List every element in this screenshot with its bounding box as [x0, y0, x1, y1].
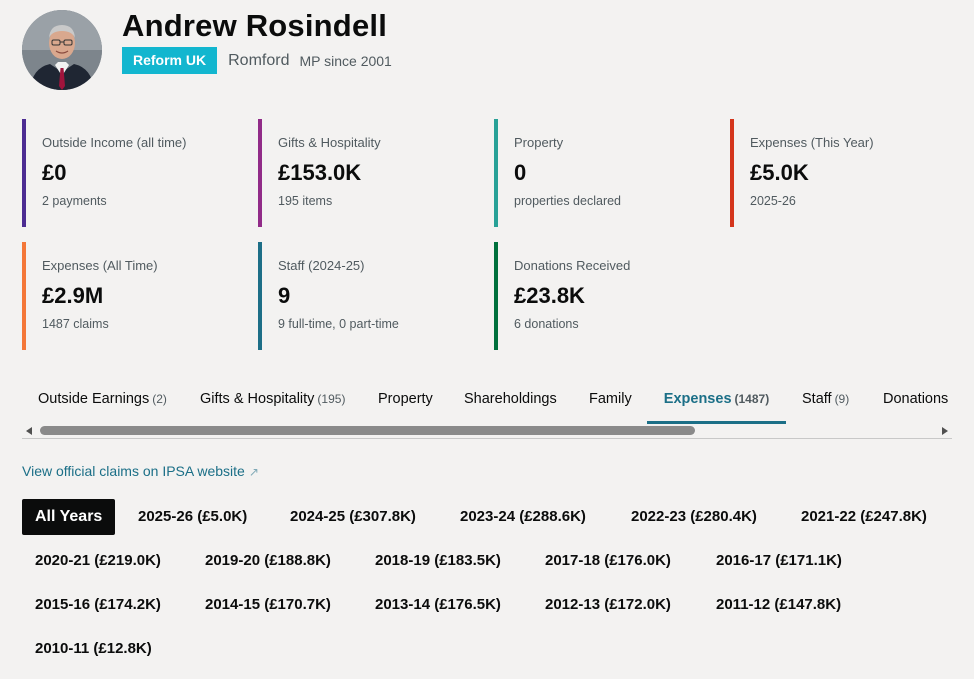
mp-since: MP since 2001 — [299, 52, 392, 69]
tab-label: Gifts & Hospitality — [200, 391, 315, 407]
stat-subtext: 2 payments — [42, 194, 107, 208]
stat-card: Expenses (All Time) £2.9M 1487 claims — [22, 242, 222, 350]
tab-count: (9) — [834, 392, 850, 406]
stat-value: £23.8K — [514, 283, 585, 308]
year-filter-button[interactable]: 2017-18 (£176.0K) — [545, 552, 671, 569]
year-filter-button[interactable]: 2016-17 (£171.1K) — [716, 552, 842, 569]
stat-label: Gifts & Hospitality — [278, 135, 381, 150]
tab-count: (2) — [152, 392, 167, 406]
stat-subtext: 9 full-time, 0 part-time — [278, 317, 399, 331]
mp-name: Andrew Rosindell — [122, 8, 388, 43]
stat-subtext: 2025-26 — [750, 194, 796, 208]
ipsa-claims-link[interactable]: View official claims on IPSA website ↗ — [22, 463, 259, 479]
stat-label: Expenses (All Time) — [42, 258, 158, 273]
section-tabs: Outside Earnings (2) Gifts & Hospitality (1… — [22, 378, 952, 440]
stat-value: £0 — [42, 160, 67, 185]
year-filter-button[interactable]: 2021-22 (£247.8K) — [801, 508, 927, 525]
tab-list: Outside Earnings (2) Gifts & Hospitality (1… — [22, 378, 952, 424]
scroll-left-icon[interactable] — [26, 427, 32, 435]
year-filter-button[interactable]: 2023-24 (£288.6K) — [460, 508, 586, 525]
stat-value: £153.0K — [278, 160, 362, 185]
scroll-right-icon[interactable] — [942, 427, 948, 435]
stat-card: Donations Received £23.8K 6 donations — [494, 242, 694, 350]
stat-card: Gifts & Hospitality £153.0K 195 items — [258, 119, 458, 227]
stat-value: 0 — [514, 160, 527, 185]
year-filter-button[interactable]: 2024-25 (£307.8K) — [290, 508, 416, 525]
stat-label: Expenses (This Year) — [750, 135, 874, 150]
year-filter-button[interactable]: 2015-16 (£174.2K) — [35, 596, 161, 613]
tab-label: Outside Earnings — [38, 391, 150, 407]
mp-header: Andrew Rosindell Reform UK Romford MP si… — [22, 10, 952, 90]
year-filter-button[interactable]: 2013-14 (£176.5K) — [375, 596, 501, 613]
year-filter-button[interactable]: 2018-19 (£183.5K) — [375, 552, 501, 569]
year-filter-button[interactable]: 2025-26 (£5.0K) — [138, 508, 248, 525]
tab-label: Staff — [802, 391, 832, 407]
scroll-thumb[interactable] — [40, 426, 695, 435]
year-filter-button[interactable]: 2014-15 (£170.7K) — [205, 596, 331, 613]
constituency: Romford — [228, 51, 290, 69]
tab-expenses[interactable]: Expenses (1487) — [647, 378, 786, 424]
portrait-image — [22, 10, 102, 90]
stat-label: Staff (2024-25) — [278, 258, 365, 273]
stat-subtext: 6 donations — [514, 317, 579, 331]
ipsa-link-label: View official claims on IPSA website — [22, 463, 245, 479]
tab-family[interactable]: Family — [573, 378, 648, 424]
tab-label: Shareholdings — [464, 391, 557, 407]
year-filter-button[interactable]: 2022-23 (£280.4K) — [631, 508, 757, 525]
year-filter-button[interactable]: 2020-21 (£219.0K) — [35, 552, 161, 569]
year-filter-button[interactable]: 2010-11 (£12.8K) — [35, 640, 152, 657]
stat-value: £2.9M — [42, 283, 104, 308]
stat-subtext: 195 items — [278, 194, 333, 208]
year-filter-button[interactable]: 2019-20 (£188.8K) — [205, 552, 331, 569]
tab-outside-earnings[interactable]: Outside Earnings (2) — [22, 378, 183, 424]
stat-card: Property 0 properties declared — [494, 119, 694, 227]
party-badge: Reform UK — [122, 47, 218, 74]
stat-label: Outside Income (all time) — [42, 135, 187, 150]
tab-label: Property — [378, 391, 433, 407]
stat-card: Outside Income (all time) £0 2 payments — [22, 119, 222, 227]
avatar — [22, 10, 102, 90]
tab-gifts-hospitality[interactable]: Gifts & Hospitality (195) — [184, 378, 361, 424]
tab-staff[interactable]: Staff (9) — [786, 378, 865, 424]
stat-value: 9 — [278, 283, 291, 308]
stat-subtext: 1487 claims — [42, 317, 109, 331]
tab-count: (195) — [317, 392, 346, 406]
stat-card: Staff (2024-25) 9 9 full-time, 0 part-time — [258, 242, 458, 350]
tab-shareholdings[interactable]: Shareholdings — [448, 378, 573, 424]
stat-label: Property — [514, 135, 564, 150]
year-filter-all[interactable]: All Years — [22, 499, 116, 535]
stat-card: Expenses (This Year) £5.0K 2025-26 — [730, 119, 930, 227]
tab-donations[interactable]: Donations — [867, 378, 952, 424]
year-filter-button[interactable]: 2011-12 (£147.8K) — [716, 596, 842, 613]
tab-label: Donations — [883, 391, 949, 407]
year-filter-button[interactable]: 2012-13 (£172.0K) — [545, 596, 671, 613]
tab-count: (1487) — [734, 392, 770, 406]
stat-value: £5.0K — [750, 160, 809, 185]
tab-label: Expenses — [663, 391, 732, 407]
mp-meta: Reform UK Romford MP since 2001 — [122, 47, 392, 74]
external-link-icon: ↗ — [248, 465, 259, 479]
tabs-scrollbar[interactable] — [22, 424, 952, 439]
tab-property[interactable]: Property — [362, 378, 449, 424]
tab-label: Family — [589, 391, 632, 407]
stat-label: Donations Received — [514, 258, 631, 273]
stat-subtext: properties declared — [514, 194, 622, 208]
